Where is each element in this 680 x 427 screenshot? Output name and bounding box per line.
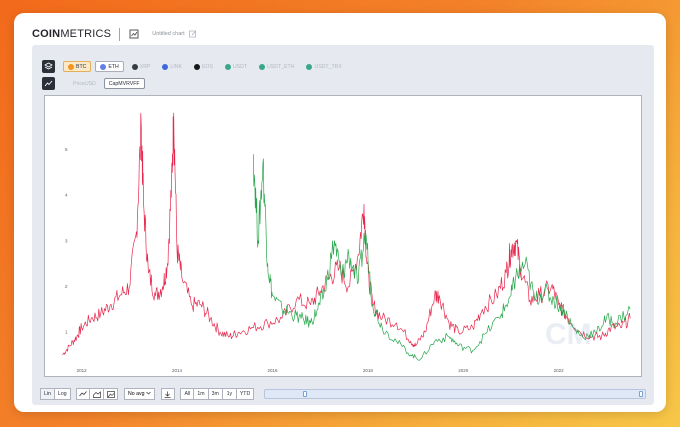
x-tick-label: 2014 [172, 368, 183, 373]
range-button-ytd[interactable]: YTD [236, 388, 255, 400]
asset-chip-usdt[interactable]: USDT [221, 61, 251, 72]
range-button-all[interactable]: All [180, 388, 195, 400]
scale-lin-button[interactable]: Lin [40, 388, 55, 400]
chart-title[interactable]: Untitled chart [152, 31, 185, 37]
range-button-1m[interactable]: 1m [194, 388, 209, 400]
asset-eos-icon [193, 63, 200, 70]
asset-usdt-icon [224, 63, 231, 70]
range-handle-right[interactable] [638, 391, 643, 397]
download-icon[interactable] [160, 388, 175, 400]
asset-chip-eth[interactable]: ETH [95, 61, 124, 72]
asset-label: XRP [139, 63, 151, 70]
average-select[interactable]: No avg [124, 388, 155, 400]
asset-chip-xrp[interactable]: XRP [128, 61, 155, 72]
metric-priceusd[interactable]: PriceUSD [73, 80, 96, 87]
asset-chip-btc[interactable]: BTC [63, 61, 92, 72]
series-group [62, 112, 631, 361]
coinmetrics-logo[interactable]: COINMETRICS [32, 28, 112, 40]
x-tick-label: 2012 [77, 368, 88, 373]
metric-row: PriceUSD CapMVRVFF [42, 77, 145, 90]
asset-label: EOS [201, 63, 213, 70]
asset-chip-eos[interactable]: EOS [190, 61, 217, 72]
x-tick-label: 2018 [363, 368, 374, 373]
chart-area[interactable]: 1 2 3 4 5 2012 2014 2016 2018 2020 2022 CM [44, 95, 642, 377]
chevron-down-icon [146, 391, 151, 397]
x-axis: 2012 2014 2016 2018 2020 2022 [77, 368, 565, 373]
range-button-1y[interactable]: 1y [222, 388, 237, 400]
asset-label: BTC [76, 63, 87, 70]
line-chart-icon[interactable] [76, 388, 91, 400]
asset-eth-icon [100, 63, 107, 70]
bottom-toolbar: Lin Log No avg [40, 387, 646, 401]
time-range-slider[interactable] [264, 389, 646, 399]
edit-icon[interactable] [188, 30, 197, 38]
range-button-3m[interactable]: 3m [208, 388, 223, 400]
area-chart-icon[interactable] [90, 388, 105, 400]
asset-link-icon [162, 63, 169, 70]
asset-chip-usdt_trx[interactable]: USDT_TRX [302, 61, 345, 72]
asset-btc-icon [68, 63, 74, 70]
x-tick-label: 2020 [458, 368, 469, 373]
series-line-1 [253, 154, 631, 361]
charts-library-icon[interactable] [128, 28, 140, 40]
asset-label: USDT [232, 63, 248, 70]
y-tick-label: 5 [65, 147, 68, 152]
y-tick-label: 1 [65, 330, 68, 335]
y-axis: 1 2 3 4 5 [65, 147, 68, 334]
watermark-logo: CM [545, 318, 592, 351]
x-tick-label: 2016 [267, 368, 278, 373]
header: COINMETRICS Untitled chart [32, 23, 197, 45]
asset-xrp-icon [131, 63, 138, 70]
x-tick-label: 2022 [554, 368, 565, 373]
layers-icon[interactable] [42, 60, 55, 73]
chart-panel: BTC ETH XRP LINK EOS USDT USDT_ETH USDT_TRX Pri… [32, 45, 654, 405]
metric-chart-icon[interactable] [42, 77, 55, 90]
app-card: COINMETRICS Untitled chart BTC ETH XRP LINK… [14, 13, 666, 412]
header-divider [119, 27, 121, 41]
svg-text:CM: CM [545, 318, 592, 351]
mvrv-chart: 1 2 3 4 5 2012 2014 2016 2018 2020 2022 CM [62, 112, 631, 373]
y-tick-label: 3 [65, 238, 68, 243]
image-chart-icon[interactable] [104, 388, 119, 400]
y-tick-label: 4 [65, 193, 68, 198]
asset-chip-link[interactable]: LINK [158, 61, 186, 72]
asset-label: ETH [108, 63, 119, 70]
asset-usdt_eth-icon [259, 63, 266, 70]
range-handle-left[interactable] [303, 391, 308, 397]
asset-chip-usdt_eth[interactable]: USDT_ETH [255, 61, 298, 72]
asset-label: USDT_TRX [314, 63, 342, 70]
asset-chips: BTC ETH XRP LINK EOS USDT USDT_ETH USDT_TRX [63, 61, 346, 72]
metric-capmvrvff[interactable]: CapMVRVFF [103, 78, 145, 89]
y-tick-label: 2 [65, 284, 68, 289]
asset-usdt_trx-icon [306, 63, 313, 70]
range-buttons: All 1m 3m 1y YTD [180, 388, 255, 400]
scale-toggle: Lin Log [40, 388, 71, 400]
asset-row: BTC ETH XRP LINK EOS USDT USDT_ETH USDT_TRX [42, 60, 346, 73]
asset-label: LINK [170, 63, 182, 70]
scale-log-button[interactable]: Log [54, 388, 71, 400]
chart-type-toggle [76, 388, 119, 400]
series-line-0 [62, 112, 631, 356]
asset-label: USDT_ETH [267, 63, 295, 70]
